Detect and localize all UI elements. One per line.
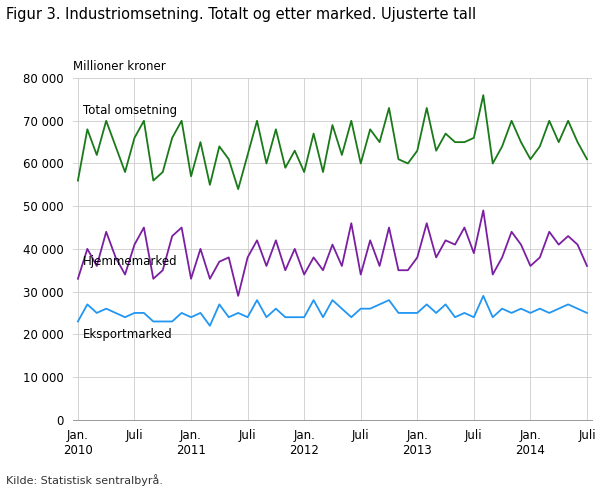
Text: Eksportmarked: Eksportmarked — [82, 327, 173, 341]
Text: Millioner kroner: Millioner kroner — [73, 60, 166, 73]
Text: Total omsetning: Total omsetning — [82, 103, 177, 117]
Text: Kilde: Statistisk sentralbyrå.: Kilde: Statistisk sentralbyrå. — [6, 474, 163, 486]
Text: Figur 3. Industriomsetning. Totalt og etter marked. Ujusterte tall: Figur 3. Industriomsetning. Totalt og et… — [6, 7, 476, 22]
Text: Hjemmemarked: Hjemmemarked — [82, 255, 178, 268]
